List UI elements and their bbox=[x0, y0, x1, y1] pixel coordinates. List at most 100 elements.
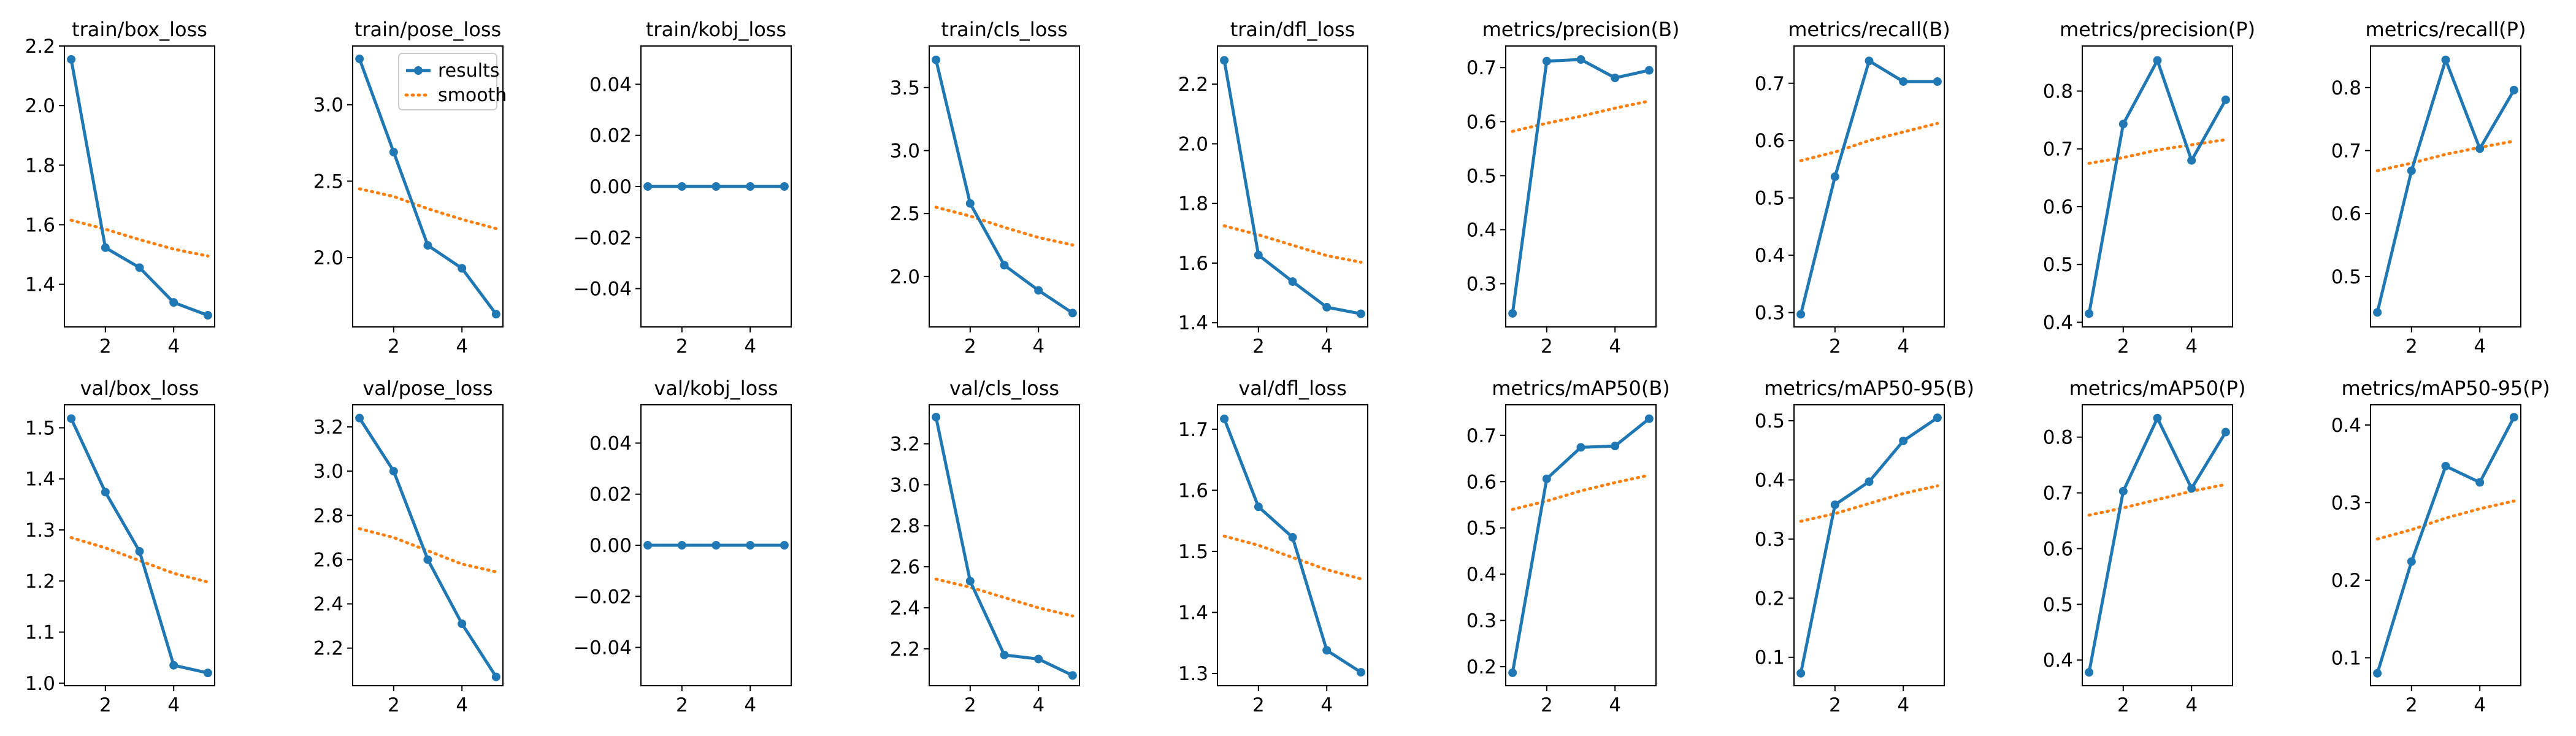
results-point bbox=[965, 577, 975, 586]
smooth-line bbox=[2375, 139, 2516, 172]
y-tick-label: 0.7 bbox=[1755, 73, 1785, 95]
smooth-line bbox=[1511, 473, 1651, 511]
y-tick-label: 3.5 bbox=[890, 77, 920, 99]
results-point bbox=[1322, 646, 1332, 655]
x-tick-label: 2 bbox=[964, 335, 976, 358]
y-tick-label: 0.7 bbox=[2043, 139, 2073, 161]
y-tick-label: 0.6 bbox=[2043, 538, 2073, 560]
x-tick-label: 2 bbox=[99, 694, 112, 716]
axes-frame bbox=[352, 404, 504, 686]
y-tick-label: 0.02 bbox=[589, 125, 632, 147]
results-point bbox=[643, 182, 653, 191]
plot-area bbox=[1511, 417, 1651, 673]
y-tick-label: 0.5 bbox=[1755, 188, 1785, 210]
results-point bbox=[2373, 308, 2382, 317]
subplot-val-kobj-loss: val/kobj_loss 2 4 −0.04 −0.02 0.00 0.02 0.04 bbox=[573, 377, 792, 716]
y-tick-label: 2.0 bbox=[25, 95, 55, 117]
plot-area bbox=[69, 418, 210, 675]
y-tick-label: 2.0 bbox=[1178, 133, 1208, 155]
axes-frame bbox=[2370, 45, 2521, 328]
plot-area bbox=[2375, 416, 2516, 674]
subplot-title: metrics/recall(B) bbox=[1788, 18, 1950, 41]
results-point bbox=[2118, 120, 2128, 129]
results-line bbox=[2375, 416, 2516, 674]
y-tick-label: 0.5 bbox=[2043, 254, 2073, 276]
y-tick-label: 0.6 bbox=[1466, 111, 1497, 133]
y-tick-label: 3.0 bbox=[313, 461, 343, 483]
smooth-line bbox=[358, 187, 498, 231]
smooth-line bbox=[2087, 483, 2228, 517]
results-point bbox=[1288, 277, 1297, 286]
y-tick-label: 2.2 bbox=[1178, 74, 1208, 96]
x-tick-label: 4 bbox=[744, 694, 756, 716]
results-point bbox=[355, 54, 364, 63]
y-tick-label: 1.0 bbox=[25, 673, 55, 695]
subplot-title: train/kobj_loss bbox=[646, 18, 786, 41]
results-line bbox=[1799, 59, 1938, 315]
y-tick-label: 0.5 bbox=[1466, 518, 1497, 540]
results-point bbox=[2118, 486, 2128, 496]
results-point bbox=[1356, 668, 1365, 677]
x-tick-label: 2 bbox=[676, 694, 688, 716]
subplot-title: train/box_loss bbox=[72, 18, 207, 41]
results-point bbox=[1796, 310, 1806, 319]
y-tick-label: −0.04 bbox=[573, 637, 632, 659]
y-tick-label: −0.04 bbox=[573, 278, 632, 301]
results-point bbox=[1933, 413, 1942, 423]
smooth-line bbox=[69, 218, 210, 258]
subplot-title: val/dfl_loss bbox=[1238, 377, 1347, 400]
axes-frame bbox=[929, 404, 1080, 686]
results-point bbox=[1068, 309, 1077, 318]
y-tick-label: 0.1 bbox=[2331, 647, 2361, 669]
results-point bbox=[203, 311, 212, 320]
results-line bbox=[2375, 58, 2516, 313]
y-tick-label: 1.6 bbox=[25, 214, 55, 236]
y-tick-label: 2.6 bbox=[890, 556, 920, 578]
x-tick-label: 4 bbox=[167, 335, 180, 358]
x-tick-label: 2 bbox=[1829, 694, 1841, 716]
y-tick-label: 0.8 bbox=[2331, 77, 2361, 99]
y-tick-label: 0.7 bbox=[1466, 425, 1497, 447]
axes-frame bbox=[2082, 45, 2233, 328]
results-point bbox=[2441, 461, 2450, 470]
axes-frame bbox=[2082, 404, 2233, 686]
results-point bbox=[67, 55, 76, 64]
x-tick-label: 4 bbox=[1897, 694, 1909, 716]
results-point bbox=[2085, 309, 2094, 318]
subplot-val-box-loss: val/box_loss 2 4 1.0 1.1 1.2 1.3 1.4 1.5 bbox=[25, 377, 215, 716]
results-line bbox=[2087, 59, 2228, 314]
results-point bbox=[1220, 414, 1229, 423]
y-tick-label: 0.3 bbox=[1466, 274, 1497, 296]
results-point bbox=[1220, 56, 1229, 65]
y-tick-label: 0.7 bbox=[2043, 483, 2073, 505]
results-point bbox=[1068, 671, 1077, 680]
axes-frame bbox=[640, 45, 792, 328]
results-point bbox=[1644, 414, 1654, 423]
y-tick-label: 0.4 bbox=[1755, 245, 1785, 267]
subplot-val-dfl-loss: val/dfl_loss 2 4 1.3 1.4 1.5 1.6 1.7 bbox=[1178, 377, 1368, 716]
subplot-metrics-precision-p-: metrics/precision(P) 2 4 0.4 0.5 0.6 0.7 0.8 bbox=[2043, 18, 2255, 358]
results-point bbox=[677, 541, 686, 550]
results-point bbox=[1508, 309, 1517, 318]
results-point bbox=[1830, 172, 1839, 182]
results-point bbox=[169, 661, 178, 670]
legend: results smooth bbox=[398, 53, 507, 110]
y-tick-label: 0.3 bbox=[1755, 529, 1785, 551]
x-tick-label: 4 bbox=[456, 694, 468, 716]
y-tick-label: 0.4 bbox=[1466, 219, 1497, 241]
results-point bbox=[711, 541, 721, 550]
subplot-train-kobj-loss: train/kobj_loss 2 4 −0.04 −0.02 0.00 0.02 0.04 bbox=[573, 18, 792, 358]
y-tick-label: 0.2 bbox=[1755, 588, 1785, 610]
y-tick-label: 3.0 bbox=[890, 474, 920, 496]
results-point bbox=[203, 669, 212, 678]
smooth-line bbox=[934, 205, 1075, 247]
x-tick-label: 4 bbox=[167, 694, 180, 716]
axes-frame bbox=[2370, 404, 2521, 686]
legend-results-marker bbox=[414, 66, 423, 75]
y-tick-label: 3.2 bbox=[313, 416, 343, 439]
y-tick-label: 2.8 bbox=[313, 505, 343, 527]
subplot-title: val/kobj_loss bbox=[654, 377, 778, 400]
y-tick-label: 2.4 bbox=[313, 594, 343, 616]
subplot-train-pose-loss: train/pose_loss 2 4 2.0 2.5 3.0 results smooth bbox=[313, 18, 507, 358]
results-point bbox=[2475, 144, 2485, 153]
